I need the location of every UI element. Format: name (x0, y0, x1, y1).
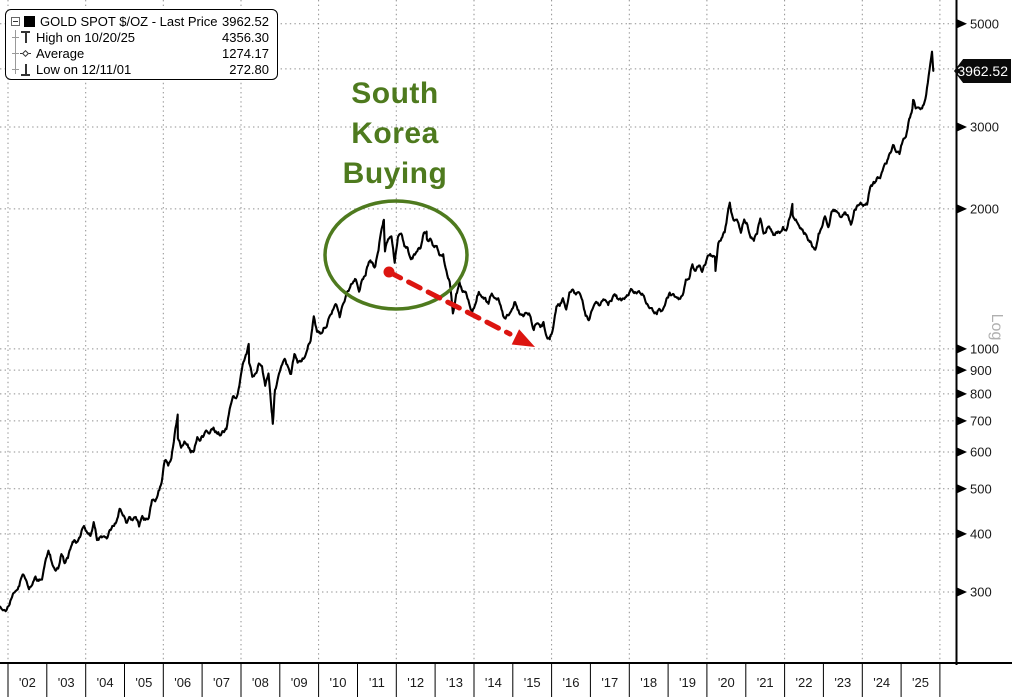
x-tick-label: '10 (330, 675, 347, 690)
x-tick-label: '15 (524, 675, 541, 690)
y-tick-label: 600 (970, 445, 992, 460)
x-tick-label: '12 (407, 675, 424, 690)
y-tick-label: 800 (970, 387, 992, 402)
average-value: 1274.17 (222, 45, 269, 61)
price-series-path (0, 50, 935, 613)
average-label: Average (36, 45, 85, 61)
x-tick-label: '09 (291, 675, 308, 690)
y-tick-label: 300 (970, 585, 992, 600)
series-label: GOLD SPOT $/OZ - Last Price (40, 13, 218, 29)
annotation-arrowhead (511, 329, 535, 347)
y-tick-label: 5000 (970, 17, 999, 32)
y-tick-arrow (957, 365, 967, 375)
annotation-south-korea-buying: South Korea Buying (294, 74, 496, 194)
high-label: High on 10/20/25 (36, 29, 136, 45)
series-swatch-icon (24, 15, 35, 27)
legend-box: GOLD SPOT $/OZ - Last Price 3962.52 High… (5, 9, 278, 80)
y-tick-arrow (957, 344, 967, 354)
x-tick-label: '17 (601, 675, 618, 690)
x-tick-label: '04 (97, 675, 114, 690)
x-tick-label: '13 (446, 675, 463, 690)
x-tick-label: '07 (213, 675, 230, 690)
average-marker-icon (20, 47, 31, 60)
y-tick-label: 500 (970, 482, 992, 497)
y-tick-label: 3000 (970, 120, 999, 135)
x-tick-label: '23 (834, 675, 851, 690)
x-tick-label: '14 (485, 675, 502, 690)
low-value: 272.80 (229, 61, 269, 77)
x-tick-label: '06 (174, 675, 191, 690)
x-tick-label: '20 (718, 675, 735, 690)
y-tick-arrow (957, 19, 967, 29)
y-tick-arrow (957, 447, 967, 457)
legend-row-low: Low on 12/11/01 272.80 (11, 61, 269, 77)
y-tick-arrow (957, 416, 967, 426)
x-tick-label: '21 (757, 675, 774, 690)
annotation-ellipse (323, 199, 469, 311)
last-price-tag: 3962.52 (954, 59, 1011, 83)
legend-row-high: High on 10/20/25 4356.30 (11, 29, 269, 45)
low-marker-icon (20, 63, 31, 76)
legend-tree-connector (15, 30, 16, 74)
y-tick-arrow (957, 587, 967, 597)
y-tick-label: 700 (970, 414, 992, 429)
annotation-line: Korea (351, 117, 439, 150)
y-tick-label: 1000 (970, 342, 999, 357)
legend-row-average: Average 1274.17 (11, 45, 269, 61)
x-tick-label: '22 (796, 675, 813, 690)
annotation-line: South (351, 77, 439, 110)
series-last-price: 3962.52 (222, 13, 269, 29)
x-tick-label: '16 (563, 675, 580, 690)
x-tick-label: '11 (369, 675, 385, 690)
y-tick-label: 400 (970, 527, 992, 542)
x-tick-label: '03 (58, 675, 75, 690)
y-tick-label: 2000 (970, 202, 999, 217)
high-value: 4356.30 (222, 29, 269, 45)
y-tick-arrow (957, 529, 967, 539)
y-tick-arrow (957, 389, 967, 399)
x-tick-label: '24 (873, 675, 890, 690)
y-tick-arrow (957, 204, 967, 214)
y-tick-arrow (957, 484, 967, 494)
annotation-arrow-shaft (386, 269, 513, 337)
high-marker-icon (20, 30, 31, 44)
x-tick-label: '02 (19, 675, 36, 690)
x-tick-label: '25 (912, 675, 929, 690)
y-tick-arrow (957, 122, 967, 132)
x-tick-label: '19 (679, 675, 696, 690)
legend-row-series: GOLD SPOT $/OZ - Last Price 3962.52 (11, 13, 269, 29)
x-tick-label: '08 (252, 675, 269, 690)
x-tick-label: '18 (640, 675, 657, 690)
y-tick-label: 900 (970, 363, 992, 378)
annotation-line: Buying (342, 157, 448, 190)
tree-expander-icon[interactable] (11, 16, 20, 26)
log-scale-label: Log (988, 313, 1005, 341)
low-label: Low on 12/11/01 (36, 61, 132, 77)
x-tick-label: '05 (135, 675, 152, 690)
